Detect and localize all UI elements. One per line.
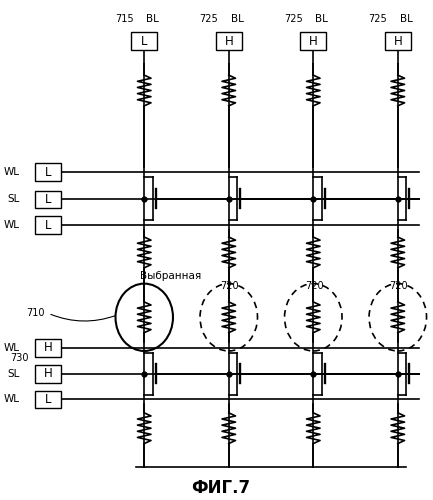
Text: 725: 725	[284, 14, 303, 24]
Text: 730: 730	[10, 353, 28, 363]
Bar	[35, 190, 61, 208]
Text: WL: WL	[3, 167, 19, 177]
Bar	[131, 32, 157, 50]
Text: H: H	[394, 34, 402, 48]
Text: 725: 725	[200, 14, 218, 24]
Text: Выбранная: Выбранная	[140, 271, 201, 281]
Text: L: L	[45, 218, 52, 232]
Bar	[35, 164, 61, 181]
Text: 720: 720	[220, 281, 239, 291]
Bar	[385, 32, 411, 50]
Text: L: L	[45, 393, 52, 406]
Text: L: L	[141, 34, 148, 48]
Text: 720: 720	[305, 281, 323, 291]
Bar	[300, 32, 326, 50]
Text: WL: WL	[3, 220, 19, 230]
Text: WL: WL	[3, 394, 19, 404]
Text: BL: BL	[315, 14, 328, 24]
Text: 720: 720	[389, 281, 408, 291]
Text: L: L	[45, 166, 52, 178]
Text: H: H	[44, 342, 53, 354]
Text: 725: 725	[368, 14, 387, 24]
Text: H: H	[224, 34, 233, 48]
Text: L: L	[45, 193, 52, 206]
Text: BL: BL	[146, 14, 159, 24]
Text: BL: BL	[400, 14, 413, 24]
Text: SL: SL	[7, 194, 19, 204]
Text: 715: 715	[115, 14, 134, 24]
Text: WL: WL	[3, 343, 19, 353]
Bar	[35, 339, 61, 357]
Bar	[35, 390, 61, 408]
Text: H: H	[309, 34, 318, 48]
Text: SL: SL	[7, 368, 19, 378]
Bar	[216, 32, 242, 50]
Text: BL: BL	[231, 14, 244, 24]
Text: ФИГ.7: ФИГ.7	[191, 478, 250, 496]
Text: H: H	[44, 367, 53, 380]
Bar	[35, 365, 61, 382]
Bar	[35, 216, 61, 234]
Text: 710: 710	[26, 308, 45, 318]
